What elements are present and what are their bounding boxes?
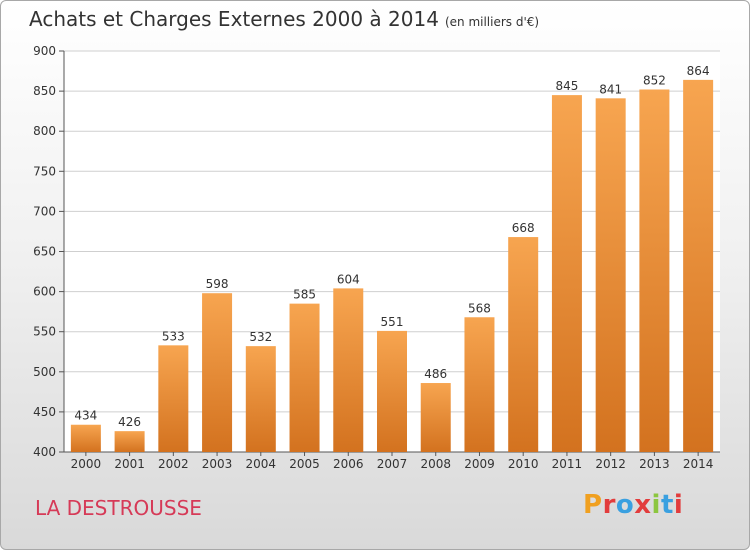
- bar-2004: [245, 346, 276, 452]
- data-label-2000: 434: [74, 409, 97, 423]
- data-label-2009: 568: [468, 301, 491, 315]
- y-tick-label: 500: [33, 365, 56, 379]
- data-label-2010: 668: [512, 221, 535, 235]
- x-tick-label-2008: 2008: [420, 457, 451, 471]
- title-unit: (en milliers d'€): [444, 15, 540, 29]
- bar-2003: [202, 293, 233, 452]
- bar-2001: [114, 431, 145, 452]
- x-tick-label-2010: 2010: [508, 457, 539, 471]
- logo-letter: i: [651, 490, 661, 520]
- data-label-2008: 486: [424, 367, 447, 381]
- logo-letter: x: [634, 490, 652, 520]
- data-label-2006: 604: [337, 272, 360, 286]
- y-tick-label: 600: [33, 285, 56, 299]
- commune-name: LA DESTROUSSE: [35, 496, 202, 520]
- logo-letter: P: [583, 490, 603, 520]
- y-tick-label: 900: [33, 44, 56, 58]
- bar-2012: [595, 98, 626, 453]
- x-tick-label-2006: 2006: [333, 457, 364, 471]
- y-tick-label: 750: [33, 164, 56, 178]
- bar-2000: [70, 424, 101, 452]
- data-label-2014: 864: [687, 64, 710, 78]
- data-label-2002: 533: [162, 329, 185, 343]
- logo-letter: o: [615, 490, 635, 520]
- y-tick-label: 800: [33, 124, 56, 138]
- bar-2010: [508, 237, 539, 452]
- logo-letter: t: [660, 490, 674, 520]
- y-tick-label: 450: [33, 405, 56, 419]
- data-label-2011: 845: [555, 79, 578, 93]
- x-tick-label-2001: 2001: [114, 457, 145, 471]
- data-label-2005: 585: [293, 288, 316, 302]
- x-tick-label-2011: 2011: [552, 457, 583, 471]
- proxiti-logo: Proxiti: [583, 490, 683, 520]
- bar-2002: [158, 345, 189, 452]
- x-tick-label-2000: 2000: [71, 457, 102, 471]
- data-label-2012: 841: [599, 82, 622, 96]
- x-tick-label-2013: 2013: [639, 457, 670, 471]
- title-text: Achats et Charges Externes 2000 à 2014: [29, 7, 439, 31]
- bar-2008: [420, 383, 451, 452]
- logo-letter: r: [602, 490, 616, 520]
- bar-2005: [289, 303, 320, 452]
- bar-2014: [683, 79, 714, 452]
- y-tick-label: 650: [33, 245, 56, 259]
- bar-2013: [639, 89, 670, 452]
- data-label-2013: 852: [643, 73, 666, 87]
- bar-2011: [551, 95, 582, 453]
- x-tick-label-2003: 2003: [202, 457, 233, 471]
- data-label-2003: 598: [206, 277, 229, 291]
- y-tick-label: 700: [33, 204, 56, 218]
- y-tick-label: 850: [33, 84, 56, 98]
- bar-2009: [464, 317, 495, 452]
- y-tick-label: 400: [33, 445, 56, 459]
- x-tick-label-2012: 2012: [595, 457, 626, 471]
- y-tick-label: 550: [33, 325, 56, 339]
- logo-letter: i: [673, 490, 684, 520]
- x-tick-label-2009: 2009: [464, 457, 495, 471]
- data-label-2007: 551: [381, 315, 404, 329]
- x-tick-label-2002: 2002: [158, 457, 189, 471]
- data-label-2004: 532: [249, 330, 272, 344]
- chart-title: Achats et Charges Externes 2000 à 2014 (e…: [29, 7, 539, 31]
- bar-2007: [377, 330, 407, 452]
- data-label-2001: 426: [118, 415, 141, 429]
- bar-2006: [333, 288, 364, 452]
- x-tick-label-2005: 2005: [289, 457, 320, 471]
- x-tick-label-2014: 2014: [683, 457, 714, 471]
- x-tick-label-2007: 2007: [377, 457, 408, 471]
- x-tick-label-2004: 2004: [246, 457, 277, 471]
